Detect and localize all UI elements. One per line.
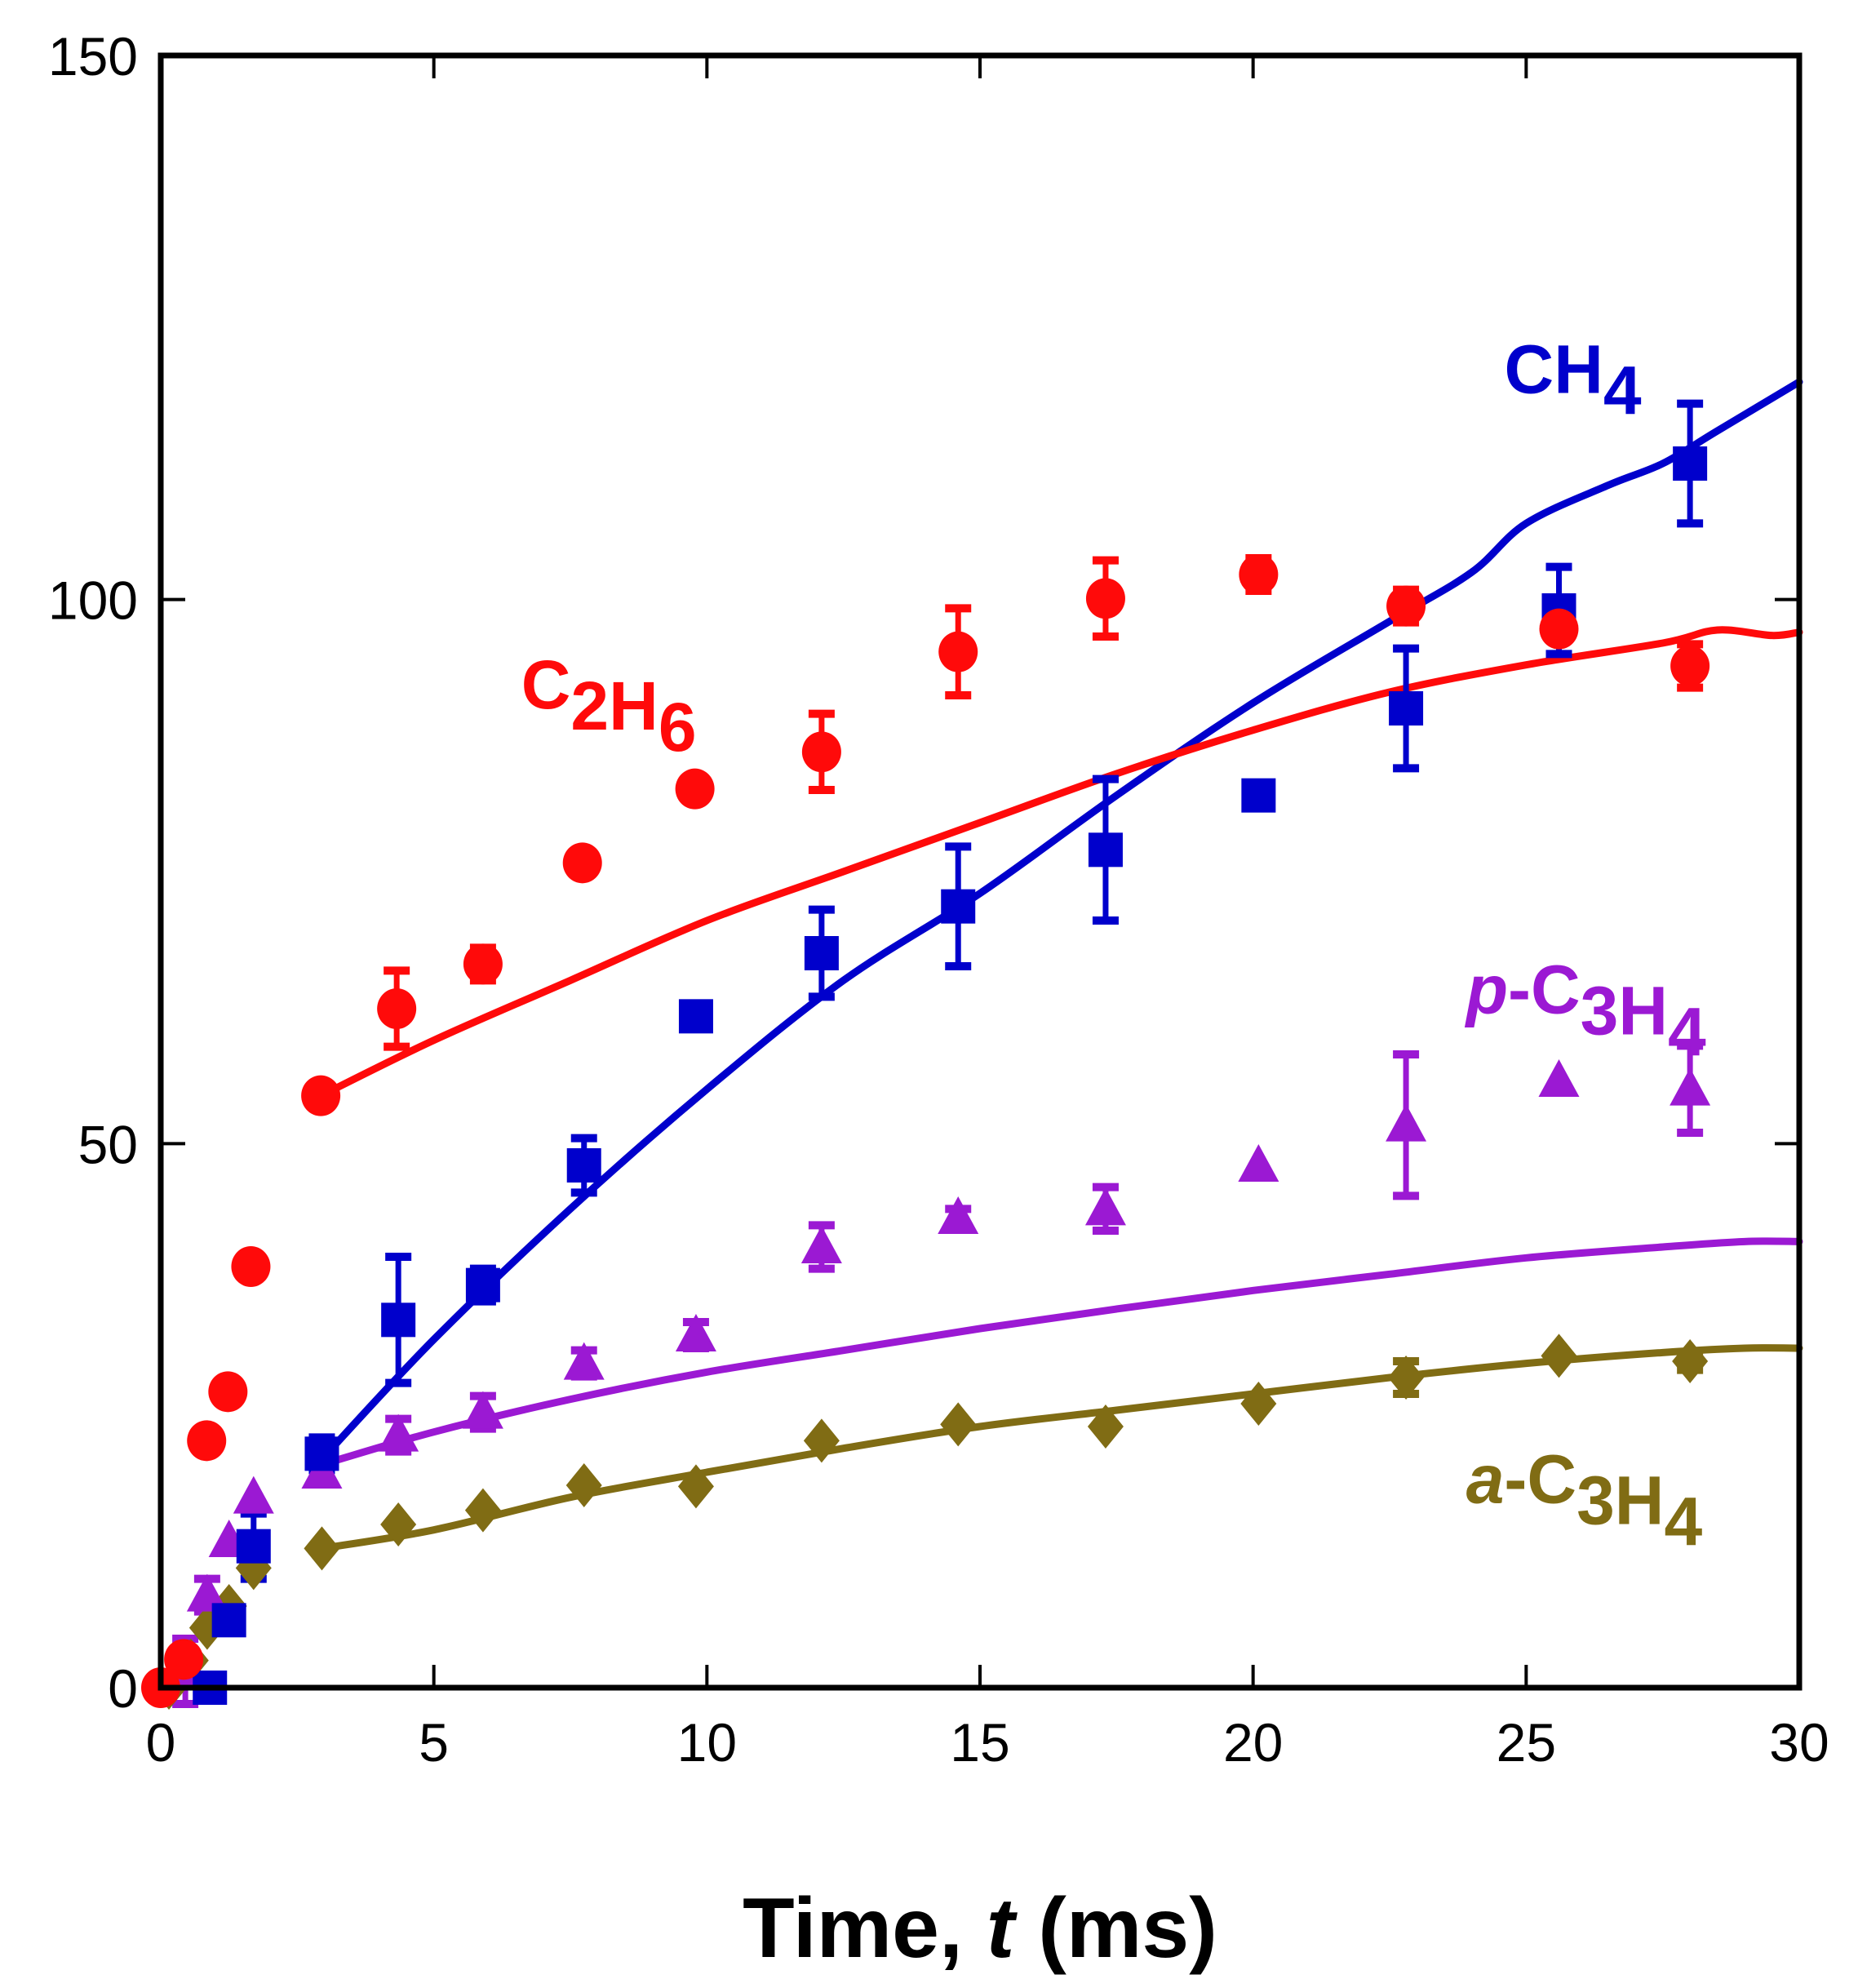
data-point-c2h6 — [463, 943, 503, 985]
y-tick-label: 0 — [108, 1658, 138, 1719]
data-point-p-c3h4 — [1670, 1067, 1711, 1106]
data-point-ch4 — [381, 1302, 416, 1338]
data-point-a-c3h4 — [565, 1463, 602, 1507]
label-text: a — [1466, 1440, 1505, 1517]
data-point-p-c3h4 — [938, 1196, 979, 1234]
label-text: CH — [1505, 331, 1603, 407]
model-line-c2h6 — [317, 626, 1803, 1100]
data-point-c2h6 — [187, 1420, 227, 1462]
label-text: p — [1465, 951, 1508, 1027]
data-point-c2h6 — [1239, 554, 1279, 595]
label-text: -C — [1504, 1440, 1576, 1517]
x-tick-label: 5 — [419, 1712, 449, 1773]
data-point-ch4 — [804, 936, 839, 970]
data-point-ch4 — [941, 889, 976, 924]
data-point-p-c3h4 — [675, 1314, 716, 1351]
data-point-c2h6 — [164, 1639, 204, 1680]
data-point-ch4 — [1389, 691, 1424, 726]
x-tick-label: 0 — [146, 1712, 176, 1773]
x-tick-label: 30 — [1769, 1712, 1829, 1773]
data-point-a-c3h4 — [677, 1464, 714, 1509]
data-point-c2h6 — [231, 1246, 271, 1287]
model-curves — [317, 378, 1803, 1552]
data-point-a-c3h4 — [940, 1402, 977, 1447]
data-point-p-c3h4 — [1386, 1103, 1427, 1142]
x-axis-title-part: t — [987, 1881, 1018, 1976]
model-line-ch4 — [317, 378, 1803, 1463]
subscript: 4 — [1664, 1483, 1702, 1560]
y-tick-label: 100 — [48, 570, 138, 631]
data-point-ch4 — [566, 1148, 601, 1183]
data-markers — [141, 446, 1711, 1710]
data-point-c2h6 — [1386, 585, 1426, 627]
series-label-ch4: CH4 — [1505, 331, 1642, 428]
data-point-p-c3h4 — [800, 1226, 842, 1263]
data-point-c2h6 — [938, 631, 978, 672]
data-point-ch4 — [304, 1436, 339, 1471]
data-point-ch4 — [1088, 832, 1123, 868]
x-axis-title-part: (ms) — [1014, 1881, 1217, 1976]
data-point-p-c3h4 — [1538, 1059, 1580, 1097]
y-tick-label: 50 — [78, 1114, 138, 1174]
data-point-c2h6 — [1539, 608, 1579, 650]
data-point-c2h6 — [1085, 578, 1125, 619]
subscript: 6 — [659, 689, 697, 765]
data-point-c2h6 — [562, 842, 602, 884]
x-axis-title: Time, t (ms) — [743, 1881, 1217, 1976]
data-point-a-c3h4 — [380, 1502, 417, 1546]
x-tick-label: 10 — [677, 1712, 737, 1773]
label-text: -C — [1508, 951, 1581, 1027]
data-point-ch4 — [236, 1529, 271, 1564]
data-point-a-c3h4 — [1541, 1333, 1577, 1378]
series-label-a-c3h4: a-C3H4 — [1466, 1440, 1703, 1560]
data-point-c2h6 — [801, 731, 841, 773]
data-point-ch4 — [465, 1267, 500, 1302]
x-tick-label: 25 — [1497, 1712, 1556, 1773]
data-point-a-c3h4 — [464, 1488, 501, 1533]
data-point-p-c3h4 — [1238, 1144, 1279, 1182]
x-tick-label: 20 — [1223, 1712, 1283, 1773]
model-line-a-c3h4 — [317, 1344, 1803, 1552]
subscript: 4 — [1668, 993, 1706, 1070]
y-tick-label: 150 — [48, 26, 138, 87]
data-point-ch4 — [1673, 446, 1708, 481]
data-point-c2h6 — [675, 768, 715, 810]
label-text: H — [1615, 1462, 1665, 1538]
subscript: 4 — [1603, 352, 1642, 428]
subscript: 3 — [1581, 972, 1619, 1049]
data-point-a-c3h4 — [1240, 1382, 1277, 1426]
data-point-ch4 — [1241, 778, 1276, 813]
data-point-ch4 — [211, 1603, 246, 1638]
series-label-c2h6: C2H6 — [521, 646, 697, 765]
data-point-p-c3h4 — [233, 1475, 274, 1514]
data-point-a-c3h4 — [1087, 1404, 1124, 1449]
data-point-c2h6 — [208, 1371, 248, 1413]
subscript: 3 — [1576, 1462, 1615, 1538]
data-point-a-c3h4 — [1672, 1339, 1709, 1383]
data-point-a-c3h4 — [1388, 1356, 1425, 1400]
data-point-a-c3h4 — [304, 1526, 340, 1571]
model-line-p-c3h4 — [317, 1237, 1803, 1469]
data-point-c2h6 — [301, 1075, 341, 1116]
label-text: H — [1618, 972, 1668, 1049]
subscript: 2 — [570, 668, 609, 744]
data-point-p-c3h4 — [1084, 1187, 1126, 1226]
data-point-p-c3h4 — [186, 1573, 228, 1612]
data-point-p-c3h4 — [462, 1391, 503, 1429]
data-point-p-c3h4 — [563, 1342, 605, 1380]
x-axis-title-part: Time, — [743, 1881, 987, 1976]
label-text: C — [521, 646, 571, 723]
data-point-a-c3h4 — [188, 1605, 225, 1650]
data-point-ch4 — [678, 999, 713, 1034]
series-label-p-c3h4: p-C3H4 — [1465, 951, 1706, 1070]
label-text: H — [609, 668, 659, 744]
axis-ticks: 0 5 10 15 20 25 30 0 50 100 150 — [48, 26, 1829, 1773]
data-point-p-c3h4 — [378, 1413, 419, 1452]
data-point-c2h6 — [377, 988, 417, 1029]
data-point-a-c3h4 — [803, 1418, 840, 1463]
x-tick-label: 15 — [950, 1712, 1009, 1773]
data-point-c2h6 — [1670, 646, 1710, 686]
